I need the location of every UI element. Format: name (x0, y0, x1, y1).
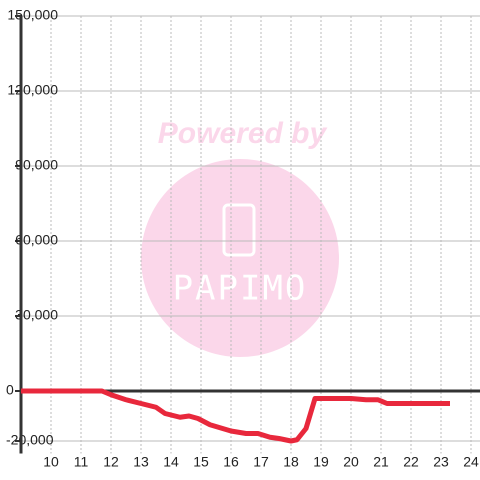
watermark-logo: PAPIMO (173, 269, 308, 309)
y-tick-label: 90,000 (15, 157, 58, 173)
y-tick-label: 60,000 (15, 232, 58, 248)
x-tick-label: 14 (163, 454, 179, 470)
y-tick-label: 30,000 (15, 307, 58, 323)
x-tick-label: 18 (283, 454, 299, 470)
line (21, 388, 450, 444)
x-tick-label: 24 (463, 454, 479, 470)
x-tick-label: 13 (133, 454, 149, 470)
y-tick-label: 150,000 (7, 7, 58, 23)
y-tick-label: -20,000 (6, 432, 54, 448)
x-tick-label: 11 (74, 454, 89, 470)
y-tick-label: 120,000 (7, 82, 58, 98)
x-tick-label: 15 (193, 454, 209, 470)
x-tick-label: 19 (313, 454, 329, 470)
x-tick-label: 22 (403, 454, 419, 470)
watermark: Powered by PAPIMO (141, 117, 339, 357)
x-tick-label: 10 (43, 454, 59, 470)
x-tick-label: 17 (253, 454, 269, 470)
x-tick-label: 21 (373, 454, 389, 470)
x-tick-label: 12 (103, 454, 119, 470)
y-tick-label: 0 (6, 382, 14, 398)
x-tick-label: 23 (433, 454, 449, 470)
watermark-text: Powered by (158, 117, 328, 150)
x-tick-label: 20 (343, 454, 359, 470)
x-tick-label: 16 (223, 454, 239, 470)
watermark-icon (222, 203, 256, 257)
watermark-circle (141, 159, 339, 357)
